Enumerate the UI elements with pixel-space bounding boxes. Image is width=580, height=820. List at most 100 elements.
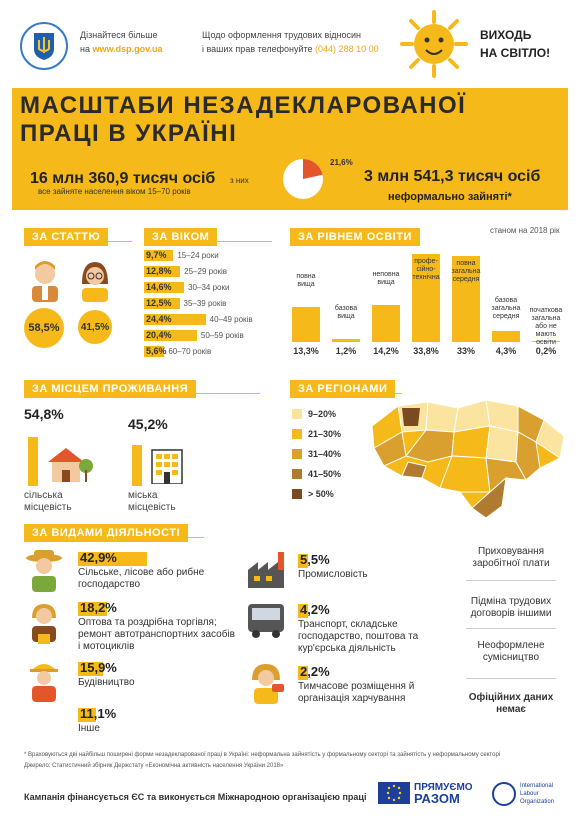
age-row: 9,7% 15–24 роки — [144, 248, 284, 264]
informal-sub: неформально зайняті* — [388, 191, 512, 203]
education-label: базова загальна середня — [491, 296, 521, 320]
education-pct: 13,3% — [293, 346, 319, 356]
age-pct: 5,6% — [146, 346, 167, 356]
slogan: ВИХОДЬ НА СВІТЛО! — [480, 28, 551, 60]
age-range: 50–59 років — [200, 331, 244, 340]
age-range: 25–29 років — [184, 267, 228, 276]
age-pct: 24,4% — [146, 314, 172, 324]
age-bar — [144, 250, 174, 261]
site-link[interactable]: www.dsp.gov.ua — [92, 44, 163, 54]
side-item-contract-substitution: Підміна трудових договорів іншими — [470, 596, 552, 619]
education-label: початкова загальна або не мають освіти — [529, 307, 563, 346]
activity-item: 42,9% Сільське, лісове або рибне господар… — [78, 550, 238, 591]
factory-icon — [248, 552, 284, 588]
male-share: 58,5% — [24, 308, 64, 348]
section-age-title: ЗА ВІКОМ — [144, 228, 218, 246]
age-pct: 14,6% — [146, 282, 172, 292]
female-share: 41,5% — [78, 310, 112, 344]
age-bar — [144, 346, 165, 357]
education-label: базова вища — [334, 304, 358, 320]
divider — [290, 393, 402, 394]
footnote: * Враховуються дві найбільш поширені фор… — [24, 752, 501, 758]
age-pct: 12,8% — [146, 266, 172, 276]
education-chart: повна вища 13,3% базова вища 1,2% неповна ви… — [288, 246, 570, 362]
education-label: неповна вища — [372, 271, 400, 287]
education-bar — [372, 305, 400, 342]
legend-swatch — [292, 409, 302, 419]
woman-icon — [82, 262, 108, 302]
legend-item: 9–20% — [292, 404, 372, 424]
trident-icon — [34, 33, 54, 60]
trader-icon — [32, 604, 56, 644]
age-range: 40–49 років — [209, 315, 253, 324]
page-title: МАСШТАБИ НЕЗАДЕКЛАРОВАНОЇ ПРАЦІ В УКРАЇН… — [20, 92, 467, 147]
activity-item: 2,2% Тимчасове розміщення й організація х… — [298, 664, 448, 705]
education-pct: 14,2% — [373, 346, 399, 356]
activity-label: Будівництво — [78, 677, 135, 688]
age-bar — [144, 298, 180, 309]
age-bar — [144, 282, 185, 293]
age-bar — [144, 314, 206, 325]
legend-label: 41–50% — [308, 469, 342, 479]
activity-label: Інше — [78, 723, 100, 734]
age-row: 14,6% 30–34 роки — [144, 280, 284, 296]
divider — [24, 537, 204, 538]
divider — [24, 241, 132, 242]
activity-pct: 18,2% — [80, 600, 117, 615]
activity-item: 5,5% Промисловість — [298, 552, 448, 581]
waiter-icon — [252, 664, 284, 704]
brand-logo: ПРЯМУЄМО РАЗОМ — [414, 782, 473, 806]
legend-swatch — [292, 449, 302, 459]
age-row: 12,8% 25–29 років — [144, 264, 284, 280]
activity-label: Сільське, лісове або рибне господарство — [78, 567, 205, 590]
source: Джерело: Статистичний збірник Держстату … — [24, 763, 284, 769]
age-range: 30–34 роки — [188, 283, 230, 292]
divider — [466, 678, 556, 679]
total-employed-sub: все зайняте населення віком 15–70 років — [38, 187, 191, 196]
activity-item: 18,2% Оптова та роздрібна торгівля; ремон… — [78, 600, 238, 653]
sun-mascot-icon — [400, 10, 468, 78]
activity-label: Промисловість — [298, 569, 368, 580]
of-them-label: з них — [230, 176, 249, 185]
education-pct: 1,2% — [335, 346, 357, 356]
divider — [290, 241, 418, 242]
farmer-icon — [26, 550, 62, 592]
activity-label: Транспорт, складське господарство, пошто… — [298, 619, 419, 654]
activity-bar — [78, 602, 108, 616]
rural-bar — [28, 436, 38, 486]
dsp-emblem — [20, 22, 68, 70]
contact-info: Щодо оформлення трудових відносин і ваши… — [202, 30, 379, 54]
learn-more: Дізнайтеся більше на www.dsp.gov.ua — [80, 30, 163, 54]
legend-label: 9–20% — [308, 409, 337, 419]
legend-item: 41–50% — [292, 464, 372, 484]
age-pct: 12,5% — [146, 298, 172, 308]
education-pct: 33% — [456, 346, 475, 356]
activity-bar — [78, 552, 147, 566]
urban-pct: 45,2% — [128, 416, 168, 432]
urban-label: міська місцевість — [128, 490, 176, 513]
divider — [24, 393, 260, 394]
age-range: 15–24 роки — [177, 251, 219, 260]
bus-icon — [248, 604, 284, 638]
education-label: профе-сійно-технічна — [412, 258, 440, 282]
education-pct: 0,2% — [535, 346, 557, 356]
legend-label: 31–40% — [308, 449, 342, 459]
education-label: повна загальна середня — [451, 260, 481, 284]
section-residence-title: ЗА МІСЦЕМ ПРОЖИВАННЯ — [24, 380, 197, 398]
education-pct: 33,8% — [413, 346, 439, 356]
education-bar — [492, 330, 520, 342]
legend-swatch — [292, 469, 302, 479]
age-pct: 20,4% — [146, 330, 172, 340]
activity-bar — [298, 604, 308, 618]
campaign-note: Кампанія фінансується ЄС та виконується … — [24, 792, 367, 802]
regions-legend: 9–20% 21–30% 31–40% 41–50% > 50% — [292, 404, 372, 504]
activity-pct: 5,5% — [300, 552, 330, 567]
ilo-logo-icon — [492, 782, 516, 806]
phone-number[interactable]: (044) 288 10 00 — [315, 44, 379, 54]
education-pct: 4,3% — [495, 346, 517, 356]
activity-item: 11,1% Інше — [78, 706, 238, 735]
activity-bar — [78, 662, 104, 676]
eu-flag-icon — [378, 782, 410, 804]
other-forms-list: Приховування заробітної плати Підміна тр… — [456, 546, 566, 730]
as-of-date: станом на 2018 рік — [490, 226, 560, 235]
